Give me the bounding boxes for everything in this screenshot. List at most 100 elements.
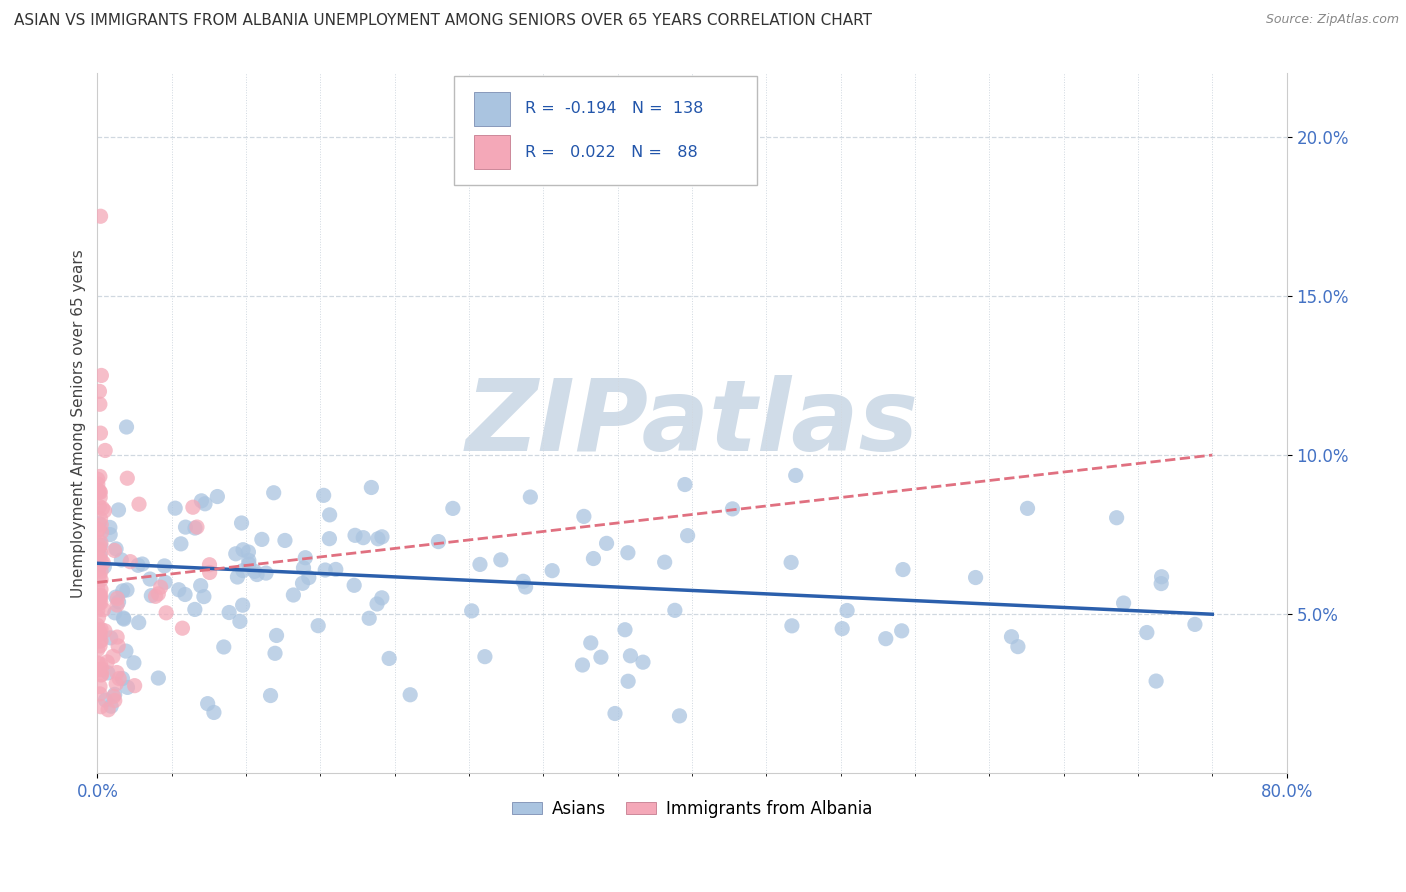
Point — [120, 555, 142, 569]
Point — [274, 533, 297, 548]
Point — [91, 501, 114, 516]
Point — [254, 566, 277, 580]
Point — [104, 693, 127, 707]
Point — [266, 628, 288, 642]
Point — [294, 550, 316, 565]
Point — [86, 618, 108, 632]
Point — [307, 618, 329, 632]
Point — [90, 667, 112, 681]
Point — [90, 582, 112, 597]
Point — [831, 622, 853, 636]
Point — [399, 688, 422, 702]
Point — [174, 587, 197, 601]
Point — [141, 589, 163, 603]
Point — [427, 534, 450, 549]
Point — [115, 420, 138, 434]
Point — [107, 503, 129, 517]
Point — [250, 533, 273, 547]
Point — [107, 639, 129, 653]
Point — [112, 611, 135, 625]
Point — [225, 547, 247, 561]
Point — [89, 491, 111, 505]
Point — [91, 556, 114, 570]
Point — [780, 619, 803, 633]
Point — [582, 551, 605, 566]
Point — [366, 597, 388, 611]
Point — [89, 634, 111, 648]
Point — [87, 656, 110, 670]
Point — [174, 520, 197, 534]
Point — [86, 472, 108, 486]
Point — [172, 621, 194, 635]
Point — [367, 532, 389, 546]
Point — [891, 563, 914, 577]
Point — [197, 697, 219, 711]
Point — [243, 565, 266, 579]
Point — [325, 562, 347, 576]
Point — [100, 631, 122, 645]
Point — [111, 583, 134, 598]
Point — [371, 591, 394, 605]
Point — [190, 579, 212, 593]
Point — [149, 580, 172, 594]
Point — [89, 591, 111, 605]
Point — [619, 648, 641, 663]
Point — [489, 553, 512, 567]
Point — [780, 556, 803, 570]
Point — [212, 640, 235, 654]
Point — [90, 596, 112, 610]
Point — [90, 633, 112, 648]
Point — [90, 525, 112, 540]
Point — [207, 490, 229, 504]
Point — [96, 655, 118, 669]
Point — [1105, 510, 1128, 524]
Point — [108, 672, 131, 686]
Point — [104, 606, 127, 620]
Point — [314, 563, 336, 577]
Point — [1007, 640, 1029, 654]
Point — [117, 681, 139, 695]
Point — [89, 483, 111, 498]
Point — [89, 624, 111, 639]
Point — [155, 606, 177, 620]
Point — [105, 630, 128, 644]
Point — [359, 611, 381, 625]
Point — [890, 624, 912, 638]
Point — [89, 397, 111, 411]
Point — [343, 578, 366, 592]
Point — [91, 662, 114, 676]
Point — [231, 516, 253, 530]
Point — [232, 542, 254, 557]
Point — [87, 522, 110, 536]
Point — [298, 571, 321, 585]
Point — [352, 531, 374, 545]
Point — [184, 602, 207, 616]
Point — [1136, 625, 1159, 640]
Point — [87, 542, 110, 557]
Y-axis label: Unemployment Among Seniors over 65 years: Unemployment Among Seniors over 65 years — [72, 249, 86, 598]
Point — [89, 626, 111, 640]
Point — [184, 521, 207, 535]
Point — [89, 589, 111, 603]
Text: R =   0.022   N =   88: R = 0.022 N = 88 — [526, 145, 699, 160]
Point — [232, 564, 254, 578]
Point — [153, 558, 176, 573]
Point — [198, 558, 221, 572]
Point — [202, 706, 225, 720]
Point — [89, 680, 111, 694]
Point — [93, 559, 115, 574]
Point — [194, 497, 217, 511]
FancyBboxPatch shape — [454, 77, 758, 185]
Point — [90, 553, 112, 567]
Point — [128, 615, 150, 630]
Point — [515, 580, 537, 594]
Point — [128, 497, 150, 511]
Point — [98, 520, 121, 534]
Point — [105, 665, 128, 680]
Point — [1150, 570, 1173, 584]
Point — [571, 658, 593, 673]
Point — [115, 644, 138, 658]
Point — [229, 615, 252, 629]
Point — [98, 527, 121, 541]
Point — [226, 570, 249, 584]
